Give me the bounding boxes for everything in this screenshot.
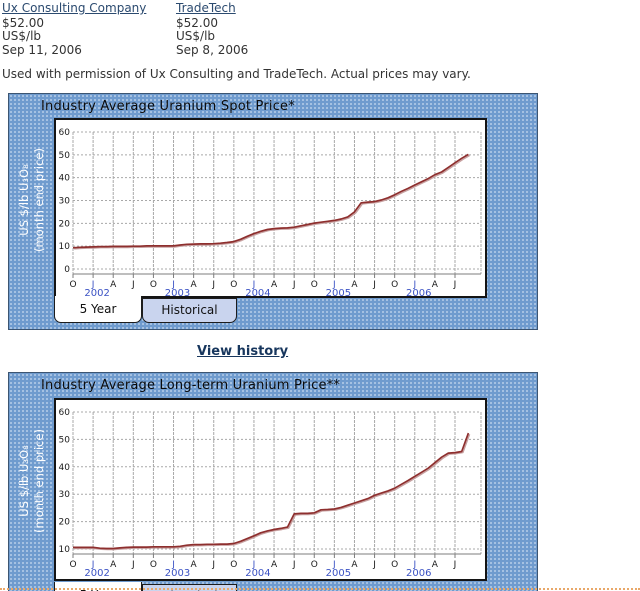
x-year-label: 2004: [245, 568, 270, 579]
x-tick-label: J: [91, 560, 95, 570]
x-tick-label: A: [271, 280, 278, 290]
source-unit: US$/lb: [176, 29, 216, 43]
long-term-price-chart-panel: Industry Average Long-term Uranium Price…: [8, 372, 538, 591]
view-history-link[interactable]: View history: [197, 344, 289, 359]
x-tick-label: A: [110, 560, 117, 570]
y-tick-label: 60: [59, 408, 71, 418]
spot-chart-tab-bar: 5 Year Historical: [54, 296, 237, 323]
y-tick-label: 60: [59, 128, 71, 138]
spot-chart-plot: 60 50 40 30 20 10 0 O J 2002 A J O J 2003 A J O J 2004 A J O J 2…: [54, 118, 487, 298]
spot-price-chart-panel: Industry Average Uranium Spot Price* US …: [8, 93, 538, 330]
permission-note: Used with permission of Ux Consulting an…: [2, 67, 471, 81]
x-tick-label: A: [351, 560, 358, 570]
x-year-label: 2003: [165, 568, 190, 579]
x-tick-label: J: [412, 560, 416, 570]
source-block-tradetech: TradeTech $52.00 US$/lb Sep 8, 2006: [176, 1, 249, 57]
ux-consulting-link[interactable]: Ux Consulting Company: [2, 1, 147, 15]
x-tick-label: A: [271, 560, 278, 570]
x-tick-label: O: [69, 560, 76, 570]
x-tick-label: J: [372, 280, 376, 290]
long_term_price_us_per_lb-line: [73, 432, 470, 550]
y-tick-label: 20: [59, 518, 71, 528]
tab-historical[interactable]: Historical: [142, 298, 237, 323]
long-term-chart-title: Industry Average Long-term Uranium Price…: [41, 378, 341, 393]
x-tick-label: J: [453, 560, 457, 570]
long_term_price_us_per_lb-shadow-line: [74, 433, 471, 551]
x-tick-label: J: [211, 280, 215, 290]
tab-historical[interactable]: Historical: [142, 584, 237, 591]
x-year-label: 2002: [84, 568, 109, 579]
y-tick-label: 20: [59, 219, 71, 229]
x-tick-label: A: [432, 280, 439, 290]
x-tick-label: J: [211, 560, 215, 570]
x-year-label: 2006: [406, 568, 431, 579]
x-tick-label: J: [453, 280, 457, 290]
y-tick-label: 40: [59, 174, 71, 184]
bottom-dotted-divider: [0, 588, 640, 590]
source-unit: US$/lb: [2, 29, 42, 43]
tab-5-year[interactable]: 5 Year: [54, 296, 142, 323]
x-tick-label: O: [391, 560, 398, 570]
x-tick-label: O: [311, 280, 318, 290]
x-tick-label: J: [292, 280, 296, 290]
x-tick-label: O: [311, 560, 318, 570]
long-term-yaxis-label: US $/lb U₃O₈ (month end price): [17, 429, 46, 533]
x-tick-label: O: [150, 560, 157, 570]
y-tick-label: 50: [59, 435, 71, 445]
x-tick-label: A: [351, 280, 358, 290]
y-tick-label: 10: [59, 545, 71, 555]
x-tick-label: J: [372, 560, 376, 570]
x-tick-label: A: [191, 280, 198, 290]
spot_price_us_per_lb-line: [72, 153, 469, 249]
x-tick-label: O: [150, 280, 157, 290]
x-year-label: 2003: [165, 288, 190, 296]
x-year-label: 2004: [245, 288, 270, 296]
x-tick-label: J: [171, 560, 175, 570]
source-date: Sep 8, 2006: [176, 42, 249, 57]
x-tick-label: J: [332, 560, 336, 570]
tradetech-link[interactable]: TradeTech: [176, 1, 236, 15]
source-price: $52.00: [176, 15, 218, 30]
x-tick-label: J: [292, 560, 296, 570]
y-tick-label: 30: [59, 490, 71, 500]
x-tick-label: J: [131, 560, 135, 570]
y-tick-label: 0: [64, 265, 70, 275]
long-term-chart-plot: 60 50 40 30 20 10 O J 2002 A J O J 2003 A J O J 2004 A J O J 20…: [54, 398, 487, 581]
x-tick-label: O: [69, 280, 76, 290]
x-tick-label: J: [252, 560, 256, 570]
x-tick-label: O: [230, 560, 237, 570]
x-tick-label: J: [332, 280, 336, 290]
source-block-ux: Ux Consulting Company $52.00 US$/lb Sep …: [2, 1, 147, 57]
spot-chart-title: Industry Average Uranium Spot Price*: [41, 99, 295, 114]
x-tick-label: J: [91, 280, 95, 290]
x-tick-label: J: [412, 280, 416, 290]
source-price: $52.00: [2, 15, 44, 30]
x-year-label: 2005: [326, 288, 351, 296]
y-tick-label: 50: [59, 151, 71, 161]
x-year-label: 2002: [84, 288, 109, 296]
y-tick-label: 40: [59, 463, 71, 473]
spot_price_us_per_lb-shadow-line: [74, 154, 470, 250]
x-tick-label: O: [230, 280, 237, 290]
x-tick-label: J: [131, 280, 135, 290]
x-year-label: 2006: [406, 288, 431, 296]
x-year-label: 2005: [326, 568, 351, 579]
spot-yaxis-label: US $/lb U₃O₈ (month end price): [17, 148, 46, 252]
x-tick-label: A: [191, 560, 198, 570]
x-tick-label: A: [110, 280, 117, 290]
y-tick-label: 30: [59, 197, 71, 207]
y-tick-label: 10: [59, 242, 71, 252]
x-tick-label: J: [171, 280, 175, 290]
x-tick-label: J: [252, 280, 256, 290]
x-tick-label: O: [391, 280, 398, 290]
x-tick-label: A: [432, 560, 439, 570]
source-date: Sep 11, 2006: [2, 42, 82, 57]
